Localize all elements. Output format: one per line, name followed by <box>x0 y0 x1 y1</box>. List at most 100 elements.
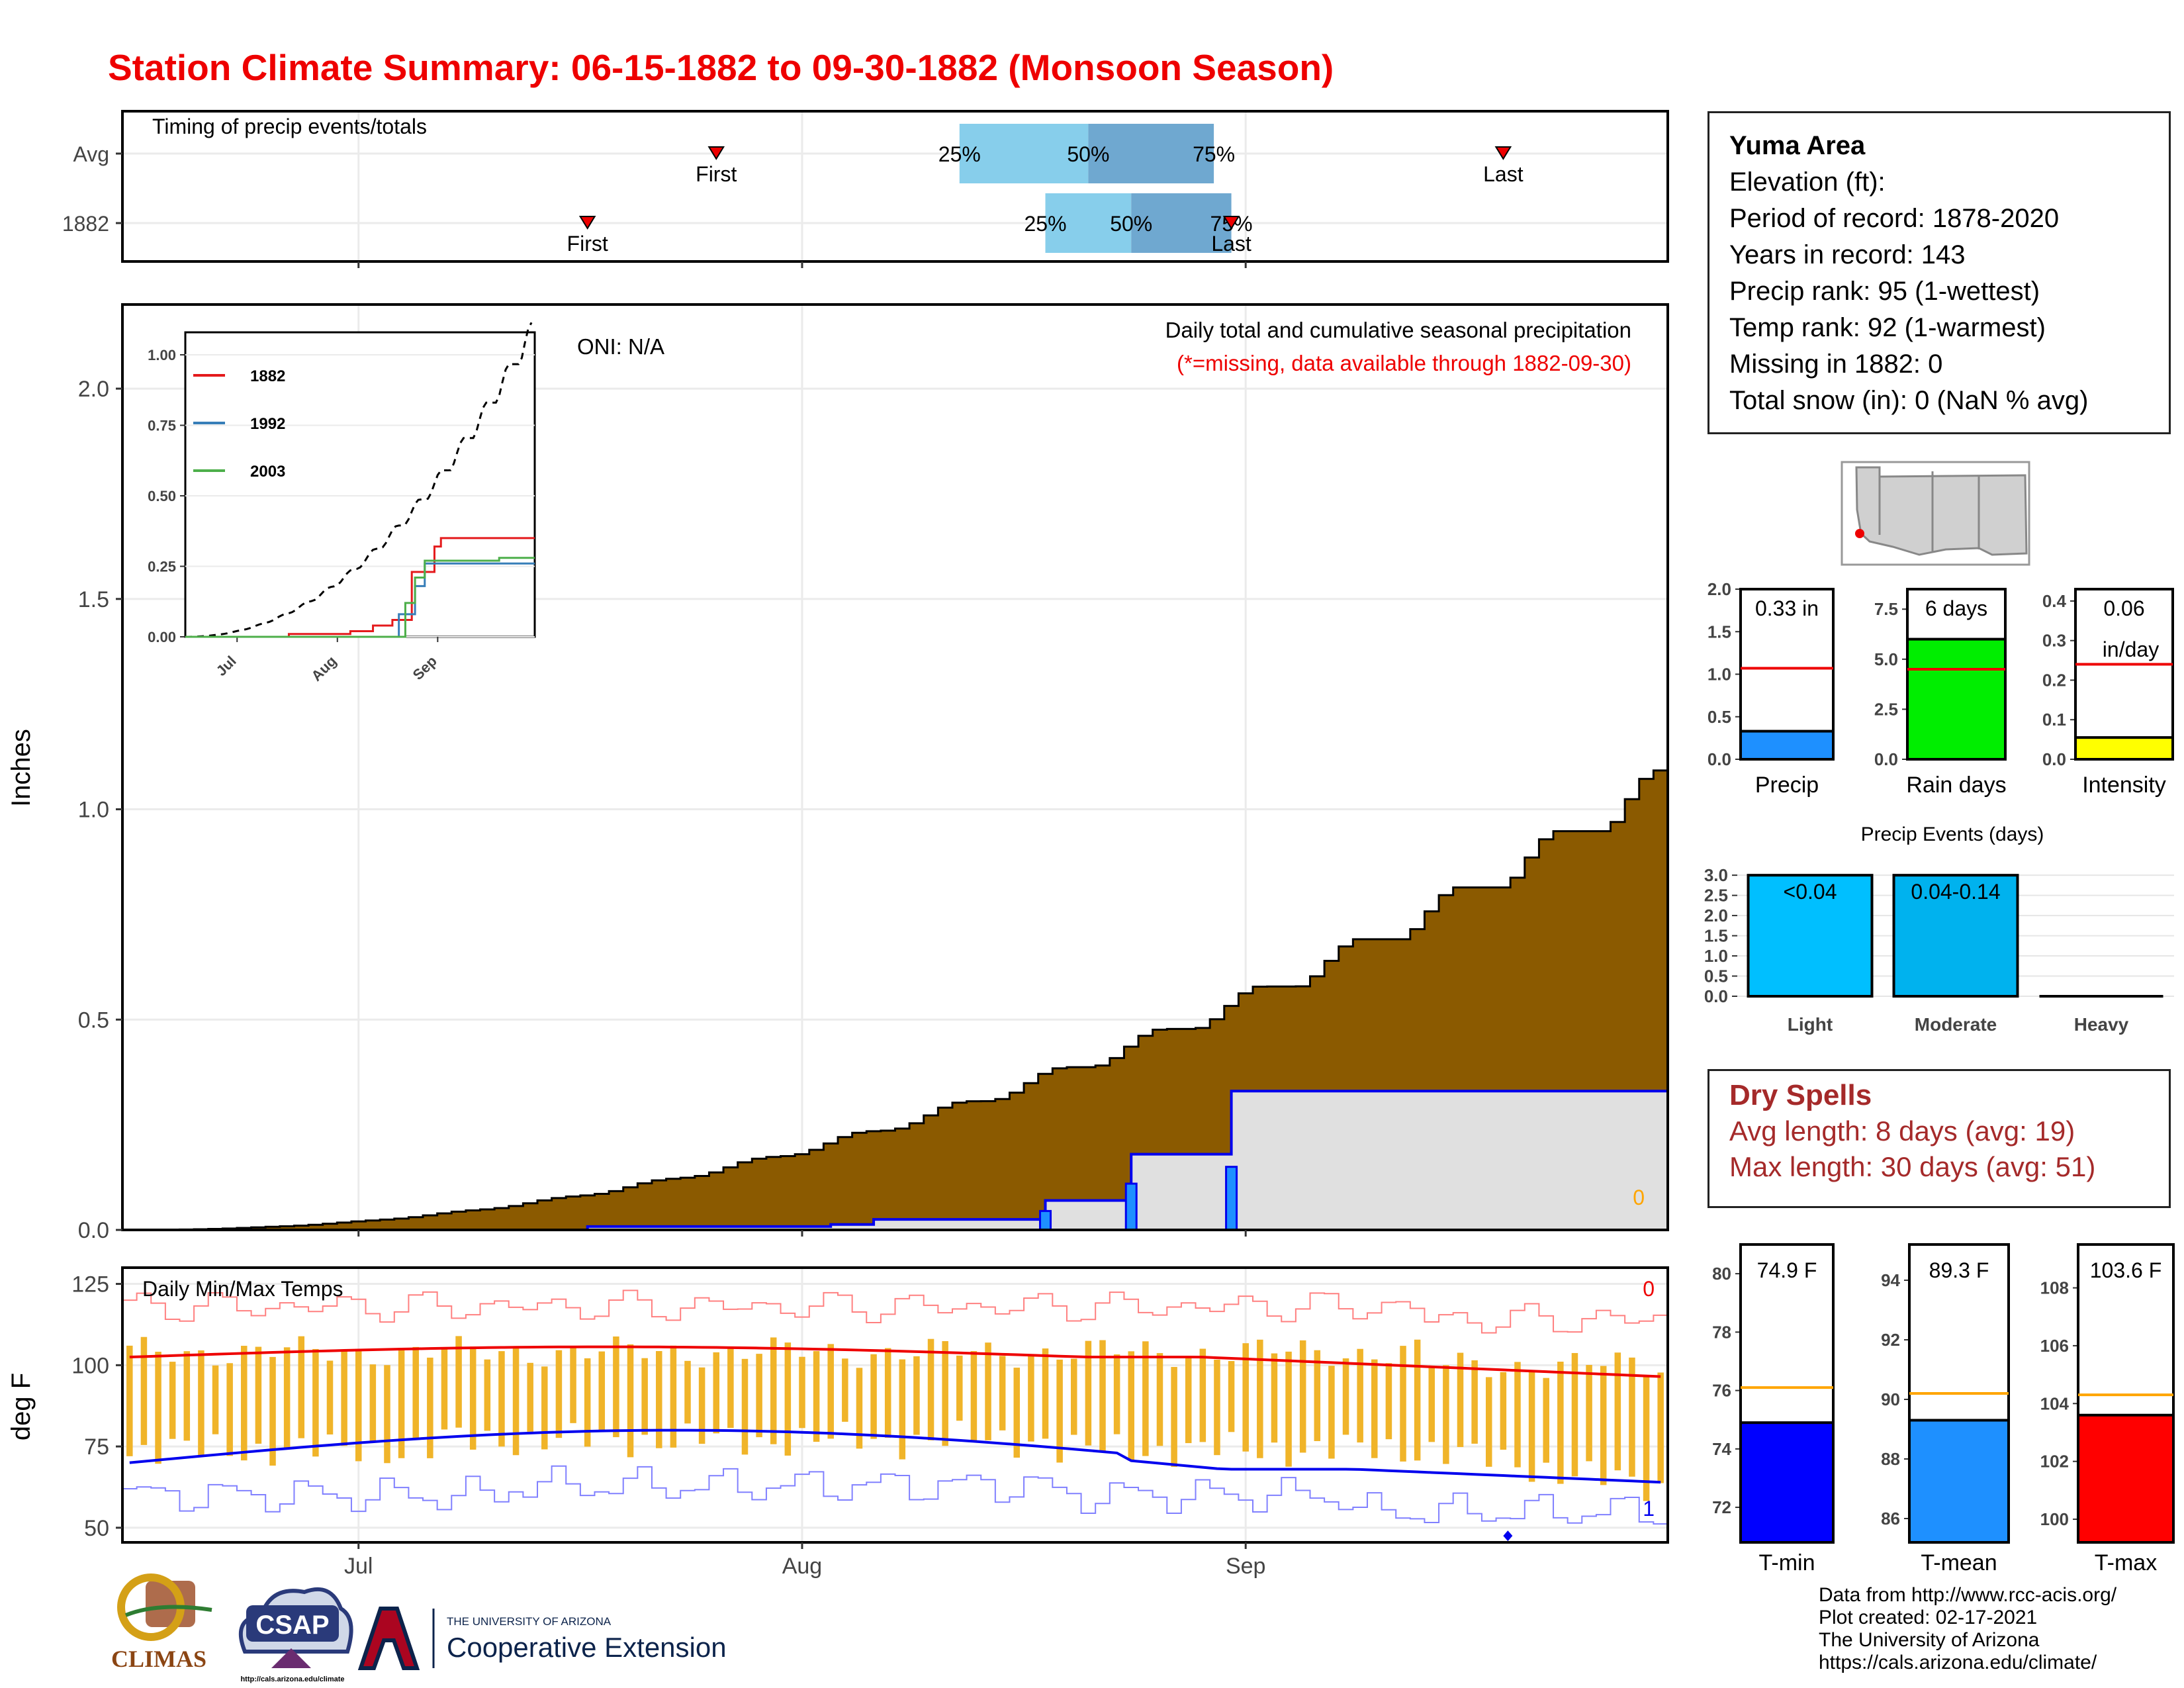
inset-ytick-label: 0.75 <box>148 418 176 434</box>
daily-precip-bar <box>1124 1182 1138 1231</box>
record-low-marker <box>1503 1530 1513 1542</box>
dry-spells-title: Dry Spells <box>1729 1079 1872 1111</box>
inset-series-1882 <box>185 537 535 638</box>
events-title: Precip Events (days) <box>1861 823 2044 845</box>
timing-title: Timing of precip events/totals <box>152 115 427 138</box>
events-ytick-label: 3.0 <box>1704 865 1728 885</box>
quartile-bar-low <box>1045 193 1132 253</box>
daily-temp-bar <box>985 1342 991 1440</box>
missing-note: (*=missing, data available through 1882-… <box>1177 351 1631 375</box>
last-marker-label: Last <box>1211 232 1251 256</box>
daily-temp-bar <box>1142 1341 1149 1456</box>
temp-ytick-label: 74 <box>1712 1439 1731 1459</box>
daily-temp-bar <box>927 1338 934 1440</box>
daily-temp-bar <box>1657 1372 1664 1483</box>
mini-ytick-label: 0.2 <box>2042 670 2066 690</box>
inset-ytick-label: 0.00 <box>148 629 176 645</box>
q25-label: 25% <box>1024 212 1066 236</box>
xtick-label: Sep <box>1226 1554 1266 1579</box>
mini-ytick-label: 2.0 <box>1707 579 1731 599</box>
station-missing: Missing in 1882: 0 <box>1729 350 1943 379</box>
temp-panel-frame <box>121 1266 1669 1544</box>
credit-line: The University of Arizona <box>1819 1629 2040 1651</box>
daily-temp-bar <box>140 1336 148 1445</box>
state-shape <box>1855 466 2028 556</box>
daily-precip-bar <box>1225 1166 1238 1231</box>
daily-temp-bar <box>1514 1362 1521 1468</box>
daily-temp-bar <box>412 1346 419 1439</box>
daily-temp-bar <box>326 1360 334 1435</box>
daily-temp-bar <box>698 1367 705 1444</box>
station-period: Period of record: 1878-2020 <box>1729 204 2060 233</box>
daily-temp-bar <box>856 1368 863 1449</box>
daily-temp-bar <box>613 1336 619 1438</box>
daily-temp-bar <box>1342 1358 1349 1435</box>
daily-temp-bar <box>283 1347 291 1449</box>
dry-spells-box: Dry Spells Avg length: 8 days (avg: 19) … <box>1707 1069 2171 1208</box>
daily-temp-bar <box>1643 1375 1650 1501</box>
events-bar-text: 0.04-0.14 <box>1911 880 2000 904</box>
mini-ytick-label: 0.0 <box>1707 749 1731 769</box>
temp-bar-fill <box>1739 1421 1835 1544</box>
temp-bar-label: T-mean <box>1921 1550 1997 1575</box>
precip-panel-frame <box>121 303 1669 1231</box>
dry-spells-avg: Avg length: 8 days (avg: 19) <box>1729 1115 2075 1147</box>
first-marker <box>707 146 725 160</box>
daily-temp-bar <box>1099 1340 1106 1452</box>
daily-temp-bar <box>570 1347 576 1423</box>
daily-temp-bar <box>1614 1352 1621 1471</box>
daily-precip-bar <box>1039 1209 1052 1231</box>
inset-avg-line <box>185 322 533 638</box>
daily-temp-bar <box>355 1348 362 1462</box>
station-marker <box>1855 529 1864 538</box>
first-marker-label: First <box>696 162 737 186</box>
temp-ytick-label: 80 <box>1712 1264 1731 1284</box>
missing-count: 0 <box>1633 1186 1645 1209</box>
daily-temp-bar <box>198 1350 205 1456</box>
daily-temp-bar <box>1056 1359 1063 1463</box>
ytick-label: 75 <box>84 1434 109 1460</box>
daily-temp-bar <box>1428 1365 1435 1442</box>
daily-temp-bar <box>770 1337 777 1444</box>
inset-frame <box>184 331 536 638</box>
temp-ytick-label: 104 <box>2040 1393 2070 1413</box>
precip-caption: Daily total and cumulative seasonal prec… <box>1165 318 1631 342</box>
events-ytick-label: 0.0 <box>1704 986 1728 1006</box>
daily-temp-bar <box>241 1346 248 1461</box>
ua-small-text: THE UNIVERSITY OF ARIZONA <box>447 1615 612 1628</box>
daily-temp-bar <box>1528 1372 1535 1482</box>
temp-panel: 50 75 100 125 Jul Aug Sep Daily Min/Max Temps… <box>7 1266 1669 1579</box>
precip-ylabel: Inches <box>7 729 36 807</box>
inset-series-2003 <box>185 557 535 638</box>
daily-temp-bar <box>1171 1366 1177 1467</box>
quartile-bar-low <box>959 124 1089 183</box>
csap-url: http://cals.arizona.edu/climate <box>240 1675 344 1683</box>
temp-ytick-label: 76 <box>1712 1381 1731 1401</box>
station-info-box: Yuma Area Elevation (ft): Period of reco… <box>1707 111 2171 434</box>
daily-temp-bar <box>169 1362 176 1439</box>
mini-bar-value: 6 days <box>1925 596 1987 620</box>
temp-ytick-label: 94 <box>1881 1270 1900 1290</box>
daily-temp-bar <box>1156 1353 1163 1446</box>
events-xtick-label: Light <box>1788 1014 1833 1035</box>
events-ytick-label: 0.5 <box>1704 966 1728 986</box>
daily-temp-bar <box>498 1351 505 1447</box>
daily-temp-bar <box>799 1356 805 1429</box>
daily-temp-bar <box>369 1364 377 1442</box>
daily-temp-bar <box>1571 1352 1578 1477</box>
events-ytick-label: 1.5 <box>1704 926 1728 946</box>
temp-ytick-label: 78 <box>1712 1322 1731 1342</box>
daily-temp-bar <box>1285 1351 1292 1467</box>
mini-ytick-label: 0.3 <box>2042 631 2066 651</box>
daily-temp-bar <box>1414 1339 1421 1461</box>
mini-ytick-label: 0.1 <box>2042 710 2066 729</box>
daily-temp-bar <box>1600 1366 1607 1485</box>
events-ytick-label: 2.0 <box>1704 906 1728 925</box>
daily-temp-bar <box>312 1348 319 1457</box>
ytick-label: 0.5 <box>78 1008 109 1033</box>
daily-temp-bar <box>713 1352 720 1434</box>
dry-spells-max: Max length: 30 days (avg: 51) <box>1729 1151 2096 1182</box>
oni-label: ONI: N/A <box>577 334 664 359</box>
daily-temp-bar <box>899 1359 906 1460</box>
